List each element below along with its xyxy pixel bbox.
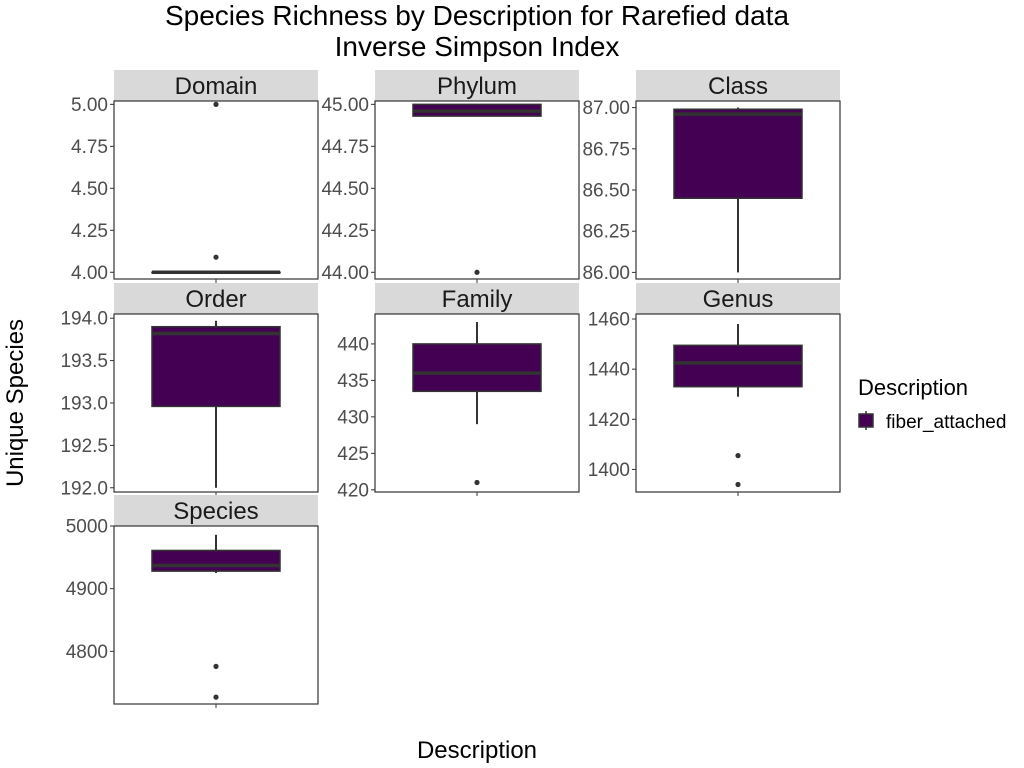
y-tick-label-genus-1: 1420 [588,410,630,431]
box-order [151,325,281,408]
y-tick-label-domain-0: 4.00 [71,263,108,284]
y-tick-label-genus-0: 1400 [588,460,630,481]
y-tick-label-order-1: 192.5 [60,436,108,457]
y-tick-label-species-2: 5000 [66,517,108,538]
y-tick-label-family-0: 420 [337,480,369,501]
panel-frame-domain [113,100,319,280]
box-species [151,549,281,572]
y-tick-label-phylum-2: 44.50 [321,179,369,200]
y-tick-label-family-4: 440 [337,334,369,355]
x-axis-label: Description [417,737,537,764]
outlier-point-domain-0 [213,101,219,107]
facet-strip-domain [114,70,318,101]
panel-frame-phylum [374,100,580,280]
panel-class: Class 86.00 86.25 86.50 86.75 87.00 [582,70,841,284]
y-tick-label-phylum-0: 44.00 [321,263,369,284]
outlier-point-genus-0 [735,453,741,459]
outlier-point-domain-1 [213,254,219,260]
y-tick-label-domain-4: 5.00 [71,95,108,116]
panel-genus: Genus 1400 1420 1440 1460 [588,283,841,496]
y-tick-label-order-2: 193.0 [60,394,108,415]
legend-title: Description [858,375,968,400]
y-tick-label-domain-2: 4.50 [71,179,108,200]
outlier-point-species-0 [213,663,219,669]
y-tick-label-phylum-3: 44.75 [321,137,369,158]
y-tick-label-order-0: 192.0 [60,478,108,499]
legend-label: fiber_attached [886,412,1006,433]
y-tick-label-order-3: 193.5 [60,351,108,372]
y-tick-label-order-4: 194.0 [60,309,108,330]
chart-subtitle: Inverse Simpson Index [334,31,620,62]
y-tick-label-family-3: 435 [337,371,369,392]
y-tick-label-domain-3: 4.75 [71,137,108,158]
facet-label-domain: Domain [175,73,258,100]
box-family [412,343,542,393]
facet-strip-species [114,495,318,526]
y-axis-label: Unique Species [2,319,29,487]
facet-label-genus: Genus [703,286,774,313]
y-tick-label-phylum-4: 45.00 [321,95,369,116]
panel-order: Order 192.0 192.5 193.0 193.5 194.0 [60,283,319,499]
facet-strip-family [375,283,579,314]
y-tick-label-class-4: 87.00 [582,98,630,119]
y-tick-label-family-2: 430 [337,407,369,428]
facet-label-order: Order [185,286,246,313]
facet-label-family: Family [442,286,513,313]
facet-label-class: Class [708,73,768,100]
facet-label-phylum: Phylum [437,73,517,100]
legend-key-fiber-attached [858,411,874,430]
outlier-point-species-1 [213,694,219,700]
y-tick-label-class-0: 86.00 [582,263,630,284]
outlier-point-phylum-0 [474,269,480,275]
facet-strip-order [114,283,318,314]
facet-label-species: Species [173,498,258,525]
chart-title: Species Richness by Description for Rare… [164,0,790,31]
y-tick-label-genus-3: 1460 [588,310,630,331]
y-tick-label-domain-1: 4.25 [71,221,108,242]
y-tick-label-class-3: 86.75 [582,139,630,160]
y-tick-label-phylum-1: 44.25 [321,221,369,242]
outlier-point-genus-1 [735,481,741,488]
facet-strip-genus [636,283,840,314]
panel-species: Species 4800 4900 5000 [66,495,319,708]
facet-strip-phylum [375,70,579,101]
y-tick-label-species-0: 4800 [66,642,108,663]
panel-family: Family 420 425 430 435 440 [337,283,580,501]
panel-domain: Domain 4.00 4.25 4.50 4.75 5.00 [71,70,319,284]
y-tick-label-species-1: 4900 [66,579,108,600]
y-tick-label-family-1: 425 [337,444,369,465]
y-tick-label-genus-2: 1440 [588,360,630,381]
y-tick-label-class-1: 86.25 [582,222,630,243]
facet-strip-class [636,70,840,101]
panel-phylum: Phylum 44.00 44.25 44.50 44.75 45.00 [321,70,580,284]
box-genus [673,344,803,388]
outlier-point-family-0 [474,479,480,486]
y-tick-label-class-2: 86.50 [582,181,630,202]
box-class [673,108,803,199]
